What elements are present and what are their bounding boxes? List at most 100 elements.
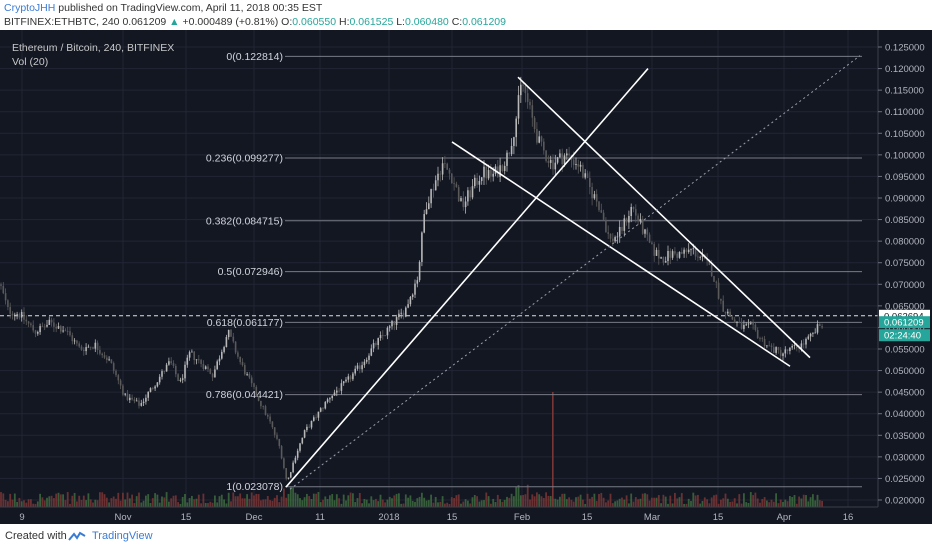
volume-bar	[308, 496, 311, 507]
volume-bar	[715, 494, 718, 507]
candle-body	[175, 365, 177, 375]
volume-bar	[434, 496, 437, 507]
volume-bar	[446, 502, 449, 507]
x-tick-label: Apr	[777, 512, 792, 523]
volume-bar	[94, 499, 97, 507]
volume-bar	[331, 494, 334, 507]
candle-body	[336, 390, 338, 393]
candle-body	[101, 353, 103, 356]
candle-body	[234, 341, 237, 353]
price-label-bg	[879, 316, 930, 329]
x-tick-label: Mar	[644, 512, 660, 523]
volume-bar	[255, 493, 258, 507]
candle-body	[271, 421, 274, 428]
candle-body	[253, 383, 255, 387]
volume-bar	[478, 501, 481, 507]
volume-bar	[110, 498, 113, 507]
candle-body	[798, 348, 800, 350]
volume-bar	[425, 500, 428, 507]
price-chart[interactable]: 0(0.122814) 0.236(0.099277) 0.382(0.084715…	[0, 30, 932, 524]
volume-bar	[492, 498, 495, 507]
volume-bar	[812, 494, 814, 507]
candle-body	[593, 194, 596, 199]
candle-body	[437, 173, 439, 181]
y-tick-label: 0.080000	[885, 237, 925, 248]
volume-bar	[386, 499, 389, 507]
y-tick-label: 0.070000	[885, 280, 925, 291]
candle-body	[455, 183, 458, 188]
candle-body	[361, 365, 363, 370]
volume-bar	[591, 496, 593, 507]
candle-body	[812, 332, 814, 334]
candle-body	[618, 226, 621, 237]
volume-bar	[503, 499, 506, 507]
price-axis[interactable]: 0.125000 0.120000 0.115000 0.110000 0.105000…	[878, 43, 925, 507]
upper-channel-line[interactable]	[517, 76, 811, 359]
candle-body	[653, 244, 655, 256]
volume-bar	[513, 496, 515, 507]
volume-bar	[747, 502, 750, 507]
dotted-trend-line[interactable]	[289, 55, 861, 490]
time-axis[interactable]: 9 Nov 15 Dec 11 2018 15 Feb 15 Mar 15 Apr 16	[19, 512, 853, 523]
volume-bar	[241, 498, 244, 507]
volume-bar	[506, 496, 508, 507]
candle-body	[628, 216, 630, 223]
volume-bar	[490, 503, 492, 507]
candle-body	[319, 408, 322, 412]
volume-bar	[92, 502, 94, 507]
support-line[interactable]	[285, 68, 649, 488]
lower-channel-line[interactable]	[451, 141, 791, 367]
candle-body	[770, 345, 773, 348]
volume-bar	[609, 493, 612, 507]
author-link[interactable]: CryptoJHH	[4, 2, 56, 14]
volume-bar	[598, 493, 600, 507]
volume-bar	[485, 492, 488, 507]
volume-bar	[554, 498, 557, 507]
candle-body	[784, 349, 787, 354]
candle-body	[462, 198, 465, 208]
candle-body	[605, 219, 607, 233]
candle-body	[57, 326, 60, 329]
volume-bar	[36, 501, 39, 507]
candle-body	[64, 330, 67, 332]
candle-body	[83, 349, 85, 352]
tradingview-brand[interactable]: TradingView	[92, 530, 153, 542]
candle-body	[411, 294, 414, 297]
candle-body	[796, 345, 798, 349]
volume-bar	[303, 497, 306, 507]
volume-bar	[315, 493, 317, 507]
candle-body	[720, 298, 722, 301]
candle-body	[467, 190, 469, 202]
trend-lines[interactable]	[285, 55, 861, 490]
volume-bar	[269, 500, 271, 507]
candle-body	[566, 153, 568, 156]
candle-body	[223, 347, 225, 352]
fibonacci-retracement[interactable]: 0(0.122814) 0.236(0.099277) 0.382(0.084715…	[0, 51, 878, 493]
ohlc-info: BITFINEX:ETHBTC, 240 0.061209 ▲ +0.00048…	[4, 16, 506, 28]
volume-bar	[814, 500, 817, 507]
candle-body	[276, 434, 278, 439]
candle-body	[752, 323, 754, 325]
volume-bar	[338, 498, 340, 507]
candle-body	[262, 406, 264, 407]
volume-bar	[733, 498, 736, 507]
candle-body	[301, 437, 304, 444]
chart-area[interactable]: 0(0.122814) 0.236(0.099277) 0.382(0.084715…	[0, 30, 932, 524]
candle-body	[430, 189, 432, 204]
volume-bar	[496, 494, 499, 507]
candle-body	[545, 150, 547, 161]
candle-body	[763, 338, 766, 347]
volume-bar	[135, 496, 138, 507]
volume-bar	[142, 500, 145, 507]
candle-body	[186, 357, 189, 365]
candle-body	[198, 359, 200, 361]
candle-body	[506, 152, 508, 166]
volume-bar	[568, 497, 570, 507]
volume-bar	[262, 499, 265, 507]
volume-bar	[816, 494, 819, 507]
candle-body	[46, 324, 48, 327]
candle-body	[264, 406, 267, 415]
candle-body	[644, 229, 646, 234]
volume-bar	[20, 501, 23, 507]
volume-bar	[246, 494, 248, 507]
